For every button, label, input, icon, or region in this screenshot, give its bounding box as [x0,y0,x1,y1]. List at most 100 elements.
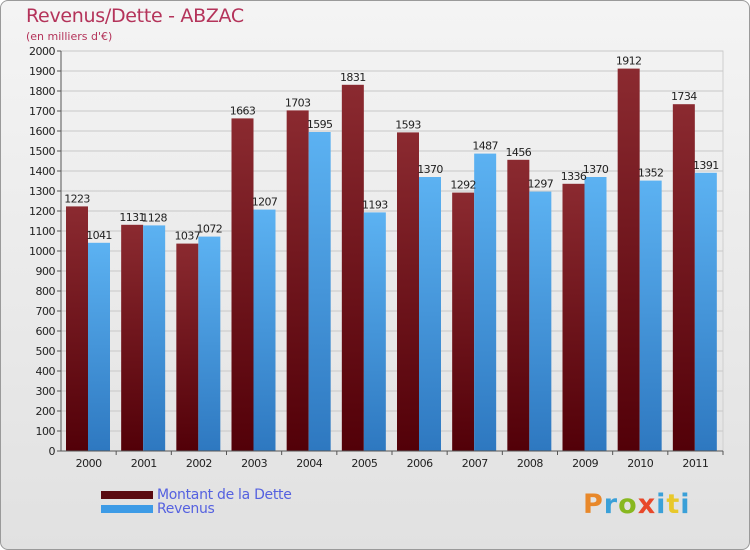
bar-revenus [253,209,276,451]
data-label-dette: 1131 [119,211,145,224]
data-label-revenus: 1352 [638,167,664,180]
data-label-revenus: 1370 [417,163,443,176]
chart-title: Revenus/Dette - ABZAC [26,5,244,27]
y-tick-label: 1900 [29,65,55,78]
y-tick-label: 200 [36,405,56,418]
y-tick-label: 1600 [29,125,55,138]
data-label-dette: 1831 [340,71,366,84]
x-tick-label: 2004 [296,457,322,470]
y-tick-label: 900 [36,265,56,278]
bar-dette [397,132,419,451]
data-label-dette: 1912 [616,55,642,68]
y-tick-label: 1400 [29,165,55,178]
x-tick-label: 2000 [76,457,102,470]
legend-item-revenus: Revenus [101,501,215,517]
data-label-dette: 1456 [506,146,532,159]
data-label-revenus: 1595 [307,118,333,131]
data-label-revenus: 1297 [528,178,554,191]
bar-revenus [474,153,497,451]
x-tick-label: 2006 [407,457,433,470]
y-tick-label: 600 [36,325,56,338]
bar-dette [66,206,88,451]
data-label-dette: 1037 [175,230,201,243]
logo-letter: i [680,489,691,520]
x-tick-label: 2005 [351,457,377,470]
bar-dette [617,68,640,451]
data-label-revenus: 1391 [693,159,719,172]
bar-revenus [363,212,386,451]
legend-item-dette: Montant de la Dette [101,487,292,503]
bar-dette [286,110,309,452]
bar-revenus [529,191,552,451]
x-tick-label: 2010 [627,457,653,470]
bar-revenus [88,242,110,451]
bar-revenus [639,180,662,451]
data-label-dette: 1292 [450,179,476,192]
bar-dette [176,243,199,451]
bar-revenus [198,236,221,451]
bar-revenus [419,177,441,451]
y-tick-label: 500 [36,345,56,358]
legend-label-dette: Montant de la Dette [157,487,292,503]
y-tick-label: 1000 [29,245,55,258]
data-label-dette: 1223 [64,192,90,205]
data-label-revenus: 1487 [472,140,498,153]
y-tick-label: 400 [36,365,56,378]
y-tick-label: 700 [36,305,56,318]
x-tick-label: 2009 [572,457,598,470]
y-tick-label: 1700 [29,105,55,118]
data-label-dette: 1663 [230,104,256,117]
proxiti-logo: Proxiti [583,489,691,520]
y-tick-label: 1200 [29,205,55,218]
data-label-dette: 1593 [395,118,421,131]
y-tick-label: 1100 [29,225,55,238]
y-tick-label: 2000 [29,45,55,58]
bars [66,68,717,452]
x-axis: 2000 2001 2002 2003 2004 2005 2006 2007 2008 2009… [61,450,724,470]
y-tick-label: 800 [36,285,56,298]
y-tick-label: 300 [36,385,56,398]
bar-dette [562,183,585,452]
data-label-revenus: 1041 [86,229,112,242]
legend-label-revenus: Revenus [157,501,215,517]
data-label-revenus: 1128 [141,211,167,224]
logo-letter: r [603,489,619,520]
data-label-revenus: 1193 [362,198,388,211]
bar-dette [121,224,144,451]
bar-dette [452,192,475,451]
y-tick-label: 1300 [29,185,55,198]
data-label-revenus: 1370 [583,163,609,176]
chart-subtitle: (en milliers d'€) [26,30,113,43]
data-label-dette: 1703 [285,96,311,109]
x-tick-label: 2001 [131,457,157,470]
y-tick-label: 100 [36,425,56,438]
y-tick-label: 0 [49,445,56,458]
y-tick-label: 1800 [29,85,55,98]
logo-letter: P [583,489,604,520]
legend-swatch-revenus [101,505,153,513]
bar-revenus [584,177,607,451]
bar-dette [341,84,364,452]
x-tick-label: 2011 [682,457,708,470]
x-tick-label: 2007 [462,457,488,470]
data-label-dette: 1734 [671,90,697,103]
legend-swatch-dette [101,491,153,499]
bar-revenus [308,132,331,451]
data-label-revenus: 1072 [197,223,223,236]
x-tick-label: 2003 [241,457,267,470]
logo-letter: o [618,489,638,520]
y-axis: 0 100 200 300 400 500 600 700 800 900 1000 1100 1200… [29,45,62,458]
bar-dette [231,118,254,452]
logo-letter: t [666,489,681,520]
x-tick-label: 2002 [186,457,212,470]
bar-dette [507,159,530,452]
data-label-dette: 1336 [561,170,587,183]
bar-revenus [694,172,717,452]
logo-letter: x [637,489,657,520]
data-label-revenus: 1207 [252,196,278,209]
bar-revenus [143,225,166,451]
bar-dette [672,104,695,451]
